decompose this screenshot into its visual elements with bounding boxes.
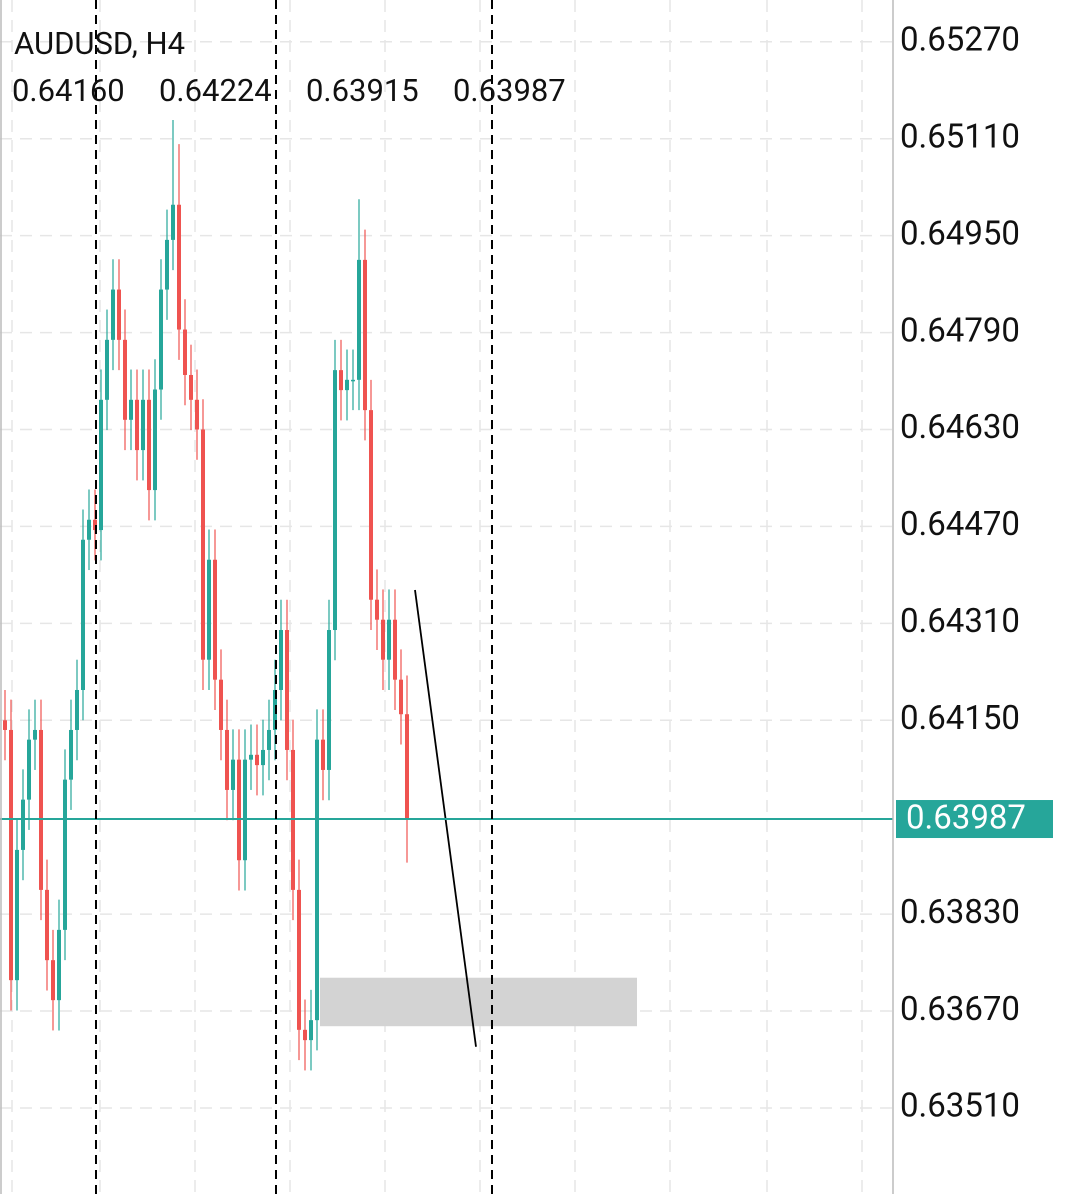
y-tick-label: 0.64310 [900,602,1020,641]
period-separators [95,0,493,1194]
candle-body [297,889,301,1030]
candle-body [261,749,265,766]
y-tick-label: 0.65110 [900,117,1020,156]
candle-body [171,204,175,240]
candle-body [357,259,361,380]
candle-body [345,379,349,391]
candle-body [387,619,391,660]
y-tick-label: 0.64790 [900,311,1020,350]
candle-body [135,399,139,451]
last-price-box [896,800,1053,839]
candle-body [69,729,73,780]
candle-body [339,370,343,391]
symbol-title: AUDUSD, H4 [14,25,185,62]
candle-body [15,849,19,981]
y-tick-label: 0.64950 [900,214,1020,253]
candle-body [201,429,205,660]
candle-body [321,739,325,770]
candle-body [165,239,169,290]
candle-body [33,729,37,740]
zone [320,977,637,1027]
candle-body [225,729,229,790]
y-tick-label: 0.63510 [900,1087,1020,1126]
y-tick-label: 0.63670 [900,990,1020,1029]
candle-body [351,379,355,382]
candle-body [93,519,97,531]
candle-body [45,889,49,961]
candle-body [141,399,145,451]
candle-body [183,329,187,375]
candle-body [87,519,91,540]
candle-body [129,399,133,420]
candle-body [57,929,61,1001]
candle-body [315,739,319,1021]
candle-body [99,399,103,531]
candle-body [285,630,289,750]
candle-body [219,679,223,730]
y-tick-label: 0.65270 [900,21,1020,60]
candle-body [309,1020,313,1041]
candle-body [111,289,115,340]
candle-body [195,399,199,430]
candle-body [405,714,409,820]
candle-body [3,720,7,730]
candle-body [279,630,283,690]
candle-body [51,960,55,1001]
candle-body [267,729,271,750]
candle-body [243,759,247,861]
candle-body [399,679,403,715]
candle-body [249,754,253,760]
ohlc-value: 0.64160 [12,72,125,109]
candle-body [213,559,217,680]
candle-body [237,759,241,861]
candle-body [117,289,121,340]
candle-body [363,259,367,411]
y-tick-label: 0.63830 [900,893,1020,932]
candle-body [147,399,151,491]
candle-body [375,599,379,620]
candle-body [123,339,127,420]
candle-body [231,759,235,790]
y-tick-label: 0.64150 [900,699,1020,738]
candle-body [75,689,79,730]
ohlc-value: 0.63915 [306,72,419,109]
candle-body [189,374,193,400]
candle-body [105,339,109,400]
candle-body [327,630,331,770]
candle-body [207,559,211,660]
candle-body [153,389,157,491]
last-price-label: 0.63987 [906,799,1026,838]
candle-body [39,729,43,890]
candle-body [63,779,67,930]
candle-body [21,799,25,850]
y-tick-label: 0.64630 [900,408,1020,447]
candle-body [381,619,385,660]
candle-body [81,539,85,690]
candle-body [333,370,337,631]
y-tick-label: 0.64470 [900,505,1020,544]
candle-body [9,729,13,981]
candle-body [303,1029,307,1041]
ohlc-value: 0.64224 [159,72,272,109]
candle-body [369,410,373,600]
candle-body [255,754,259,766]
candle-body [177,204,181,330]
candle-body [27,739,31,800]
candle-body [393,619,397,680]
candle-body [159,289,163,390]
ohlc-value: 0.63987 [453,72,566,109]
